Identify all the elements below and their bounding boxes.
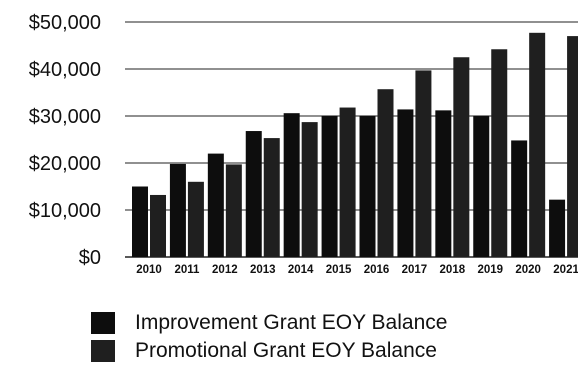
y-tick-label: $40,000 [29, 59, 101, 81]
x-axis-ticks: 2010 2011 2012 2013 2014 2015 2016 2017 2018 2019… [136, 264, 578, 276]
bar-improvement-2012 [207, 153, 224, 257]
x-tick-label: 2012 [212, 264, 238, 276]
y-tick-label: $20,000 [29, 153, 101, 175]
x-tick-label: 2010 [136, 264, 162, 276]
legend-item-promotional: Promotional Grant EOY Balance [91, 337, 447, 365]
bar-promotional-2019 [491, 49, 508, 258]
legend-swatch-promotional [91, 340, 115, 362]
bar-improvement-2016 [359, 115, 376, 257]
legend-swatch-improvement [91, 312, 115, 334]
bars [132, 32, 578, 258]
bar-improvement-2020 [511, 140, 528, 257]
x-tick-label: 2015 [326, 264, 352, 276]
bar-promotional-2011 [187, 181, 204, 257]
bar-promotional-2020 [529, 32, 546, 258]
bar-promotional-2015 [339, 107, 356, 257]
bar-improvement-2011 [169, 163, 186, 257]
x-tick-label: 2021 [553, 264, 578, 276]
x-tick-label: 2019 [477, 264, 503, 276]
x-tick-label: 2017 [402, 264, 428, 276]
x-tick-label: 2014 [288, 264, 314, 276]
bar-improvement-2013 [245, 131, 262, 257]
bar-improvement-2019 [473, 115, 490, 257]
y-tick-label: $10,000 [29, 200, 101, 222]
bar-improvement-2021 [549, 199, 566, 257]
bar-improvement-2015 [321, 115, 338, 257]
bar-promotional-2017 [415, 70, 432, 257]
bar-improvement-2010 [132, 186, 148, 257]
bar-promotional-2014 [301, 122, 318, 257]
bar-improvement-2014 [283, 113, 300, 258]
x-tick-label: 2018 [440, 264, 466, 276]
x-tick-label: 2016 [364, 264, 390, 276]
legend-item-improvement: Improvement Grant EOY Balance [91, 309, 447, 337]
y-tick-label: $50,000 [29, 12, 101, 34]
bar-promotional-2012 [225, 164, 242, 257]
bar-promotional-2016 [377, 89, 394, 258]
bar-promotional-2013 [263, 138, 280, 257]
bar-promotional-2021 [567, 36, 578, 257]
bar-promotional-2018 [453, 57, 470, 257]
bar-promotional-2010 [150, 194, 166, 257]
y-tick-label: $0 [79, 247, 101, 269]
x-tick-label: 2013 [250, 264, 276, 276]
y-tick-label: $30,000 [29, 106, 101, 128]
x-tick-label: 2020 [515, 264, 541, 276]
legend-label-improvement: Improvement Grant EOY Balance [135, 311, 448, 334]
legend: Improvement Grant EOY Balance Promotiona… [91, 309, 447, 365]
y-axis-ticks: $0 $10,000 $20,000 $30,000 $40,000 $50,000 [29, 12, 101, 269]
legend-label-promotional: Promotional Grant EOY Balance [135, 339, 437, 362]
x-tick-label: 2011 [174, 264, 200, 276]
bar-improvement-2017 [397, 109, 414, 257]
bar-improvement-2018 [435, 110, 452, 257]
